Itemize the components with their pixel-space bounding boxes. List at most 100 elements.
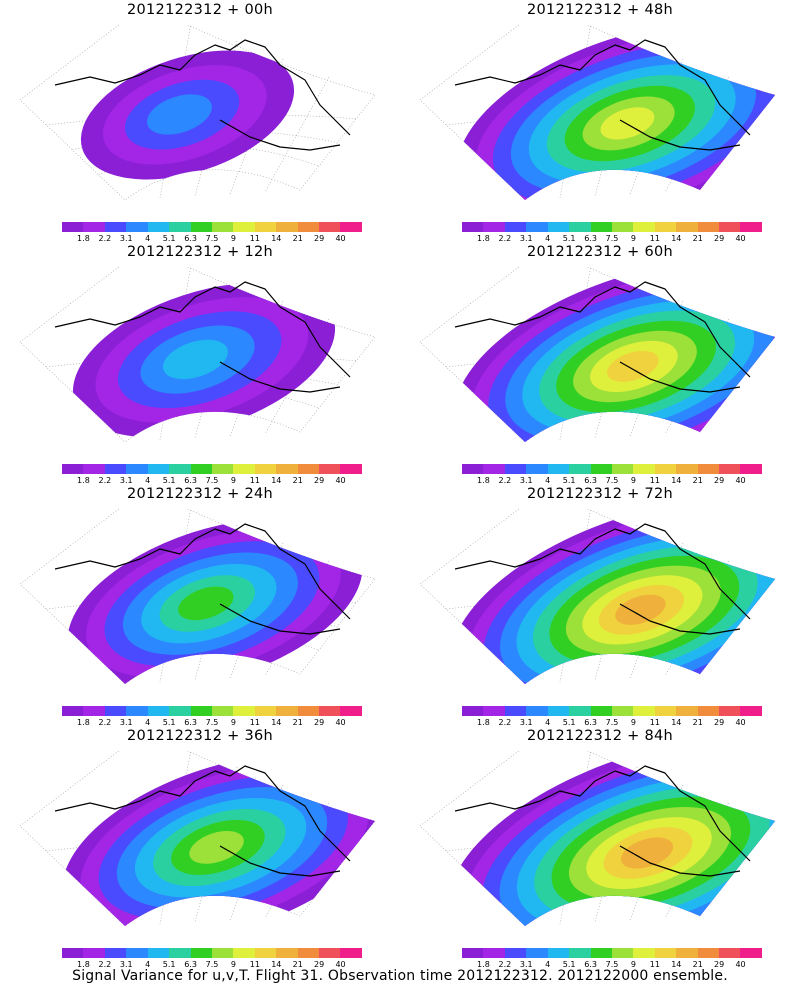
colorbar-swatch: [676, 222, 698, 232]
colorbar-tick-label: 21: [292, 476, 303, 485]
colorbar-swatch: [83, 222, 105, 232]
colorbar-tick-label: 9: [230, 718, 236, 727]
colorbar-swatch: [462, 222, 484, 232]
colorbar-swatch: [211, 706, 234, 716]
colorbar-tick-label: 6.3: [584, 234, 597, 243]
colorbar-tick-label: 7.5: [605, 960, 619, 969]
colorbar-swatch: [254, 464, 277, 474]
colorbar-swatch: [83, 706, 105, 716]
colorbar-tick-label: 29: [314, 960, 325, 969]
colorbar-ticks: 1.8 2.2 3.1 4 5.1 6.3 7.5 9 11 14 21 29 40: [450, 476, 770, 488]
colorbar-tick-label: 6.3: [184, 234, 197, 243]
colorbar-tick-label: 9: [630, 476, 636, 485]
colorbar-swatch: [547, 464, 570, 474]
colorbar-tick-label: 4: [545, 960, 551, 969]
colorbar-swatch: [233, 464, 255, 474]
colorbar-tick-label: 6.3: [184, 476, 197, 485]
colorbar-swatch: [526, 222, 548, 232]
colorbar-tick-label: 21: [692, 718, 703, 727]
colorbar-swatch: [483, 948, 505, 958]
colorbar-swatch: [169, 464, 191, 474]
colorbar-swatch: [340, 706, 362, 716]
coastline: [54, 523, 351, 635]
colorbar-swatch: [526, 464, 548, 474]
colorbar-tick-label: 7.5: [205, 960, 219, 969]
colorbar: [462, 222, 762, 232]
colorbar-tick-label: 11: [249, 476, 260, 485]
colorbar-swatch: [319, 222, 341, 232]
colorbar-swatch: [654, 464, 677, 474]
colorbar-tick-label: 1.8: [477, 718, 490, 727]
colorbar-swatch: [633, 948, 655, 958]
coastline: [454, 765, 751, 877]
colorbar-swatch: [611, 222, 634, 232]
colorbar-tick-label: 21: [692, 960, 703, 969]
variance-map: [420, 25, 776, 201]
colorbar-tick-label: 40: [335, 476, 346, 485]
colorbar-tick-label: 4: [545, 718, 551, 727]
colorbar-tick-label: 29: [714, 960, 725, 969]
colorbar-swatch: [569, 464, 591, 474]
colorbar-swatch: [126, 948, 148, 958]
colorbar: [462, 464, 762, 474]
map-panel: 2012122312 + 60h 1.8 2.2 3.1 4 5.1 6.3 7.5 9 11 14…: [400, 242, 800, 487]
colorbar-swatch: [547, 222, 570, 232]
colorbar-swatch: [654, 948, 677, 958]
colorbar-ticks: 1.8 2.2 3.1 4 5.1 6.3 7.5 9 11 14 21 29 40: [450, 960, 770, 972]
map-panel: 2012122312 + 84h 1.8 2.2 3.1 4 5.1 6.3 7.5 9 11 14…: [400, 726, 800, 971]
colorbar-tick-label: 9: [230, 476, 236, 485]
colorbar-tick-label: 40: [735, 960, 746, 969]
colorbar-swatch: [633, 464, 655, 474]
panel-title: 2012122312 + 60h: [526, 244, 674, 260]
variance-map: [420, 267, 776, 443]
panel-title: 2012122312 + 48h: [526, 2, 674, 18]
colorbar-tick-label: 9: [230, 960, 236, 969]
colorbar-swatch: [590, 948, 612, 958]
colorbar-tick-label: 29: [314, 476, 325, 485]
colorbar-swatch: [676, 706, 698, 716]
colorbar-ticks: 1.8 2.2 3.1 4 5.1 6.3 7.5 9 11 14 21 29 40: [50, 476, 370, 488]
colorbar-tick-label: 21: [692, 476, 703, 485]
variance-map: [420, 509, 776, 685]
colorbar-swatch: [211, 222, 234, 232]
colorbar-tick-label: 5.1: [162, 960, 176, 969]
colorbar: [62, 464, 362, 474]
colorbar-swatch: [147, 948, 170, 958]
variance-field: [67, 518, 363, 684]
colorbar-tick-label: 40: [735, 718, 746, 727]
colorbar-tick-label: 5.1: [162, 234, 176, 243]
colorbar-tick-label: 3.1: [119, 718, 133, 727]
colorbar: [62, 222, 362, 232]
colorbar-swatch: [83, 948, 105, 958]
coastline: [54, 765, 351, 877]
colorbar-tick-label: 3.1: [119, 476, 133, 485]
map-panel: 2012122312 + 36h 1.8 2.2 3.1 4 5.1 6.3 7.5 9 11 14…: [0, 726, 400, 971]
variance-map: [20, 509, 376, 685]
colorbar-swatch: [169, 706, 191, 716]
colorbar-tick-label: 5.1: [162, 718, 176, 727]
colorbar-swatch: [104, 222, 127, 232]
colorbar-tick-label: 21: [692, 234, 703, 243]
colorbar-swatch: [126, 464, 148, 474]
variance-field: [80, 50, 295, 180]
colorbar-tick-label: 3.1: [519, 234, 533, 243]
colorbar-swatch: [104, 464, 127, 474]
colorbar-tick-label: 1.8: [77, 960, 90, 969]
colorbar-tick-label: 4: [145, 476, 151, 485]
colorbar-tick-label: 40: [335, 234, 346, 243]
colorbar: [62, 948, 362, 958]
colorbar-tick-label: 4: [145, 718, 151, 727]
colorbar-tick-label: 3.1: [119, 234, 133, 243]
colorbar-swatch: [62, 948, 84, 958]
colorbar-ticks: 1.8 2.2 3.1 4 5.1 6.3 7.5 9 11 14 21 29 40: [450, 234, 770, 246]
colorbar-tick-label: 7.5: [605, 718, 619, 727]
colorbar-tick-label: 4: [145, 960, 151, 969]
map-panel: 2012122312 + 00h 1.8 2.2 3.1 4 5.1 6.3 7.5 9 11 14…: [0, 0, 400, 245]
colorbar-tick-label: 29: [714, 234, 725, 243]
colorbar-swatch: [297, 948, 320, 958]
colorbar-tick-label: 40: [735, 234, 746, 243]
colorbar-swatch: [319, 706, 341, 716]
colorbar-swatch: [147, 706, 170, 716]
colorbar-swatch: [190, 706, 212, 716]
colorbar-swatch: [697, 706, 720, 716]
